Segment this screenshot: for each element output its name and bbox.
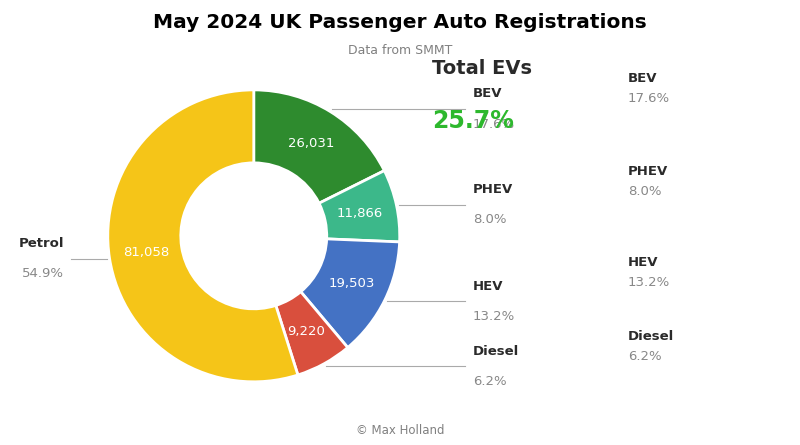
Text: Diesel: Diesel	[473, 344, 519, 357]
Text: 11,866: 11,866	[337, 206, 383, 219]
Text: 6.2%: 6.2%	[473, 375, 506, 388]
Wedge shape	[319, 170, 400, 242]
Wedge shape	[254, 90, 384, 203]
Text: 8.0%: 8.0%	[473, 214, 506, 227]
Text: 54.9%: 54.9%	[22, 267, 64, 280]
Text: May 2024 UK Passenger Auto Registrations: May 2024 UK Passenger Auto Registrations	[153, 13, 647, 32]
Wedge shape	[301, 239, 399, 348]
Text: PHEV: PHEV	[628, 165, 668, 178]
Text: PHEV: PHEV	[473, 183, 513, 196]
Text: Total EVs: Total EVs	[432, 59, 532, 78]
Text: Diesel: Diesel	[628, 330, 674, 343]
Text: 17.6%: 17.6%	[473, 118, 515, 131]
Wedge shape	[108, 90, 298, 382]
Text: 13.2%: 13.2%	[628, 276, 670, 289]
Text: HEV: HEV	[628, 256, 658, 269]
Text: HEV: HEV	[473, 280, 503, 293]
Text: 19,503: 19,503	[328, 277, 374, 290]
Text: Data from SMMT: Data from SMMT	[348, 44, 452, 57]
Wedge shape	[276, 291, 348, 375]
Text: 26,031: 26,031	[288, 137, 334, 150]
Text: 8.0%: 8.0%	[628, 185, 662, 198]
Text: Petrol: Petrol	[18, 237, 64, 250]
Text: BEV: BEV	[473, 88, 502, 101]
Text: 81,058: 81,058	[123, 246, 170, 259]
Text: 9,220: 9,220	[287, 324, 325, 338]
Text: © Max Holland: © Max Holland	[356, 424, 444, 437]
Text: 17.6%: 17.6%	[628, 92, 670, 105]
Text: 6.2%: 6.2%	[628, 350, 662, 363]
Text: 25.7%: 25.7%	[432, 109, 514, 134]
Text: BEV: BEV	[628, 72, 658, 85]
Text: 13.2%: 13.2%	[473, 310, 515, 323]
